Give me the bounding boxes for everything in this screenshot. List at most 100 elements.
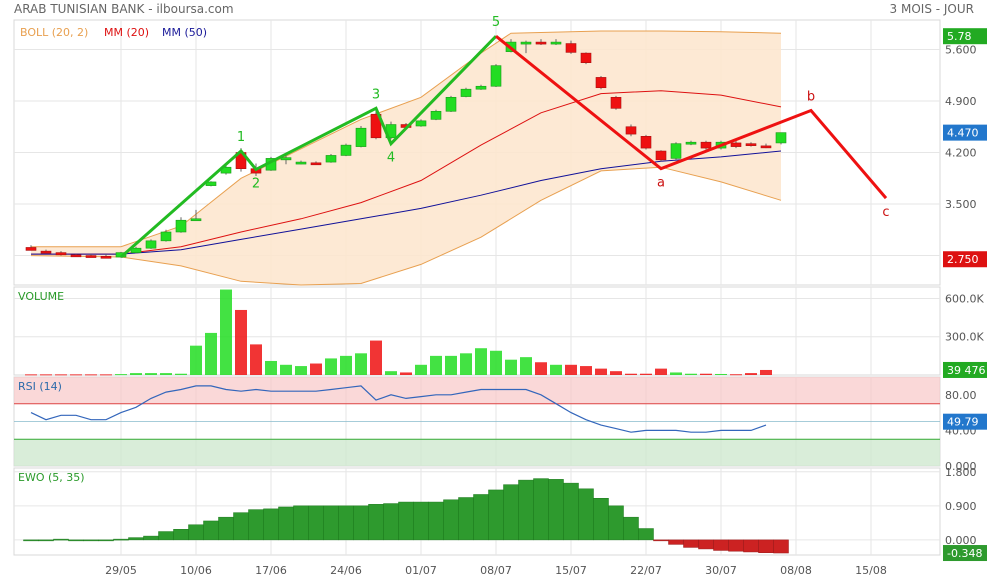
candle-down [655,150,667,161]
ewo-bar-positive [53,538,69,541]
volume-last-tag [943,361,987,378]
candle-up [775,132,787,144]
candle-up [430,110,442,120]
candle-up [340,144,352,156]
volume-bar-up [460,353,472,375]
bollinger-band-fill [31,31,781,285]
candle-down [535,41,547,45]
candle-down [580,52,592,63]
ewo-bar-positive [428,501,444,541]
wave-label-1: 1 [237,130,245,145]
volume-bar-down [700,373,712,375]
volume-bar-down [535,362,547,375]
ewo-bar-positive [308,505,324,541]
candle-up [670,143,682,159]
candle-down [625,126,637,135]
ewo-bar-positive [323,505,339,541]
candle-down [610,96,622,109]
volume-bar-up [130,373,142,375]
ewo-bar-positive [338,505,354,541]
volume-bar-down [580,366,592,375]
ewo-bar-positive [488,489,504,541]
candle-down [760,145,772,149]
ewo-bar-positive [383,503,399,541]
ewo-bar-positive [68,539,84,542]
candle-down [700,141,712,149]
ewo-bar-positive [23,539,39,542]
ewo-bar-positive [593,498,609,541]
candle-up [175,219,187,233]
volume-bar-down [610,371,622,375]
candle-up [475,85,487,90]
volume-bar-up [325,358,337,375]
ewo-bar-negative [653,539,669,542]
rsi-last-tag [943,413,987,430]
x-tick-label: 22/07 [630,564,662,577]
x-tick-label: 15/08 [855,564,887,577]
ewo-bar-negative [758,539,774,553]
candle-up [190,218,202,222]
volume-bar-up [115,374,127,376]
volume-bar-down [565,364,577,375]
volume-bar-up [175,373,187,375]
period-label: 3 MOIS - JOUR [889,2,974,16]
price-legend-entry: BOLL (20, 2) [20,26,88,39]
candle-up [550,41,562,45]
volume-bar-up [190,345,202,375]
ewo-bar-positive [548,479,564,541]
ewo-bar-positive [368,504,384,541]
candle-up [115,252,127,258]
x-tick-label: 08/07 [480,564,512,577]
candle-down [85,255,97,258]
ewo-bar-negative [698,539,714,550]
ewo-bar-positive [413,501,429,541]
price-tag-label: 2.750 [947,253,979,266]
volume-bar-up [295,366,307,375]
impulse-wave-line [120,35,498,259]
volume-bar-down [250,344,262,375]
candle-up [520,41,532,45]
ewo-bar-negative [683,539,699,548]
x-tick-label: 10/06 [180,564,212,577]
ewo-panel-frame [13,467,941,556]
candle-up [280,157,292,161]
volume-bar-down [55,374,67,376]
rsi-oversold-zone [14,439,940,466]
ewo-bar-positive [608,505,624,541]
volume-bar-down [25,374,37,376]
ewo-bar-positive [563,482,579,541]
volume-bar-down [745,373,757,375]
ewo-bar-positive [623,516,639,541]
candle-up [460,88,472,97]
ewo-bar-positive [278,506,294,541]
price-tag [943,28,987,45]
candle-down [640,136,652,149]
candle-down [730,142,742,147]
volume-bar-down [730,374,742,376]
x-tick-label: 30/07 [705,564,737,577]
volume-y-tick-label: 600.0K [945,292,984,305]
ewo-bar-positive [398,501,414,541]
volume-bar-up [280,364,292,375]
candle-up [355,127,367,147]
x-tick-label: 17/06 [255,564,287,577]
ewo-bar-positive [203,520,219,541]
volume-bar-down [100,374,112,376]
ewo-bar-negative [773,539,789,554]
volume-bar-up [145,373,157,375]
x-tick-label: 15/07 [555,564,587,577]
corrective-wave-line [495,35,888,200]
volume-bar-up [715,373,727,375]
wave-label-b: b [807,90,815,105]
ewo-bar-positive [503,484,519,541]
volume-bar-up [265,360,277,375]
x-tick-label: 08/08 [780,564,812,577]
volume-bar-up [430,355,442,375]
volume-bar-up [505,359,517,375]
wave-label-a: a [657,176,665,191]
volume-bar-down [85,374,97,376]
candle-up [295,161,307,165]
price-y-tick-label: 4.200 [945,147,977,160]
x-tick-label: 24/06 [330,564,362,577]
